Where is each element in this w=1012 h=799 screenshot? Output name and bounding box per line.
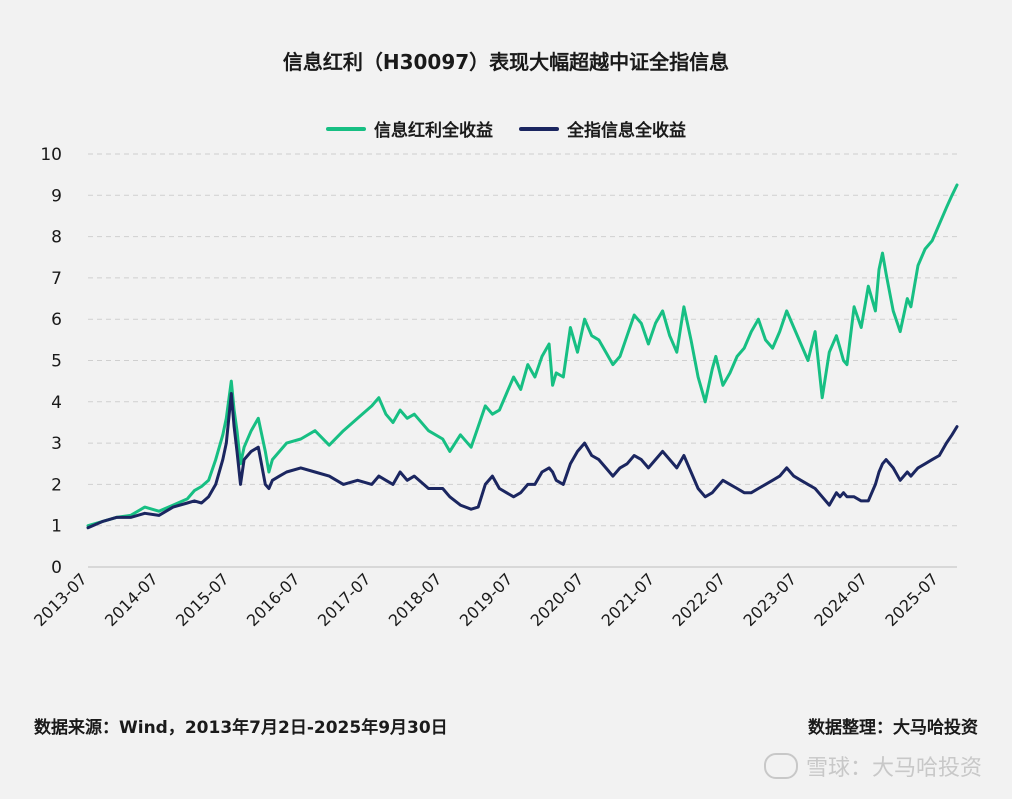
x-tick-label: 2024-07 — [810, 569, 871, 630]
x-tick-label: 2014-07 — [101, 569, 162, 630]
x-tick-label: 2025-07 — [881, 569, 942, 630]
y-tick-label: 8 — [51, 228, 62, 248]
y-tick-label: 9 — [51, 186, 62, 206]
x-tick-label: 2022-07 — [669, 569, 730, 630]
y-tick-label: 1 — [51, 517, 62, 537]
legend-item-series2: 全指信息全收益 — [519, 116, 686, 141]
y-tick-label: 2 — [51, 475, 62, 495]
data-source-note: 数据来源：Wind，2013年7月2日-2025年9月30日 — [34, 718, 448, 738]
x-tick-label: 2013-07 — [30, 569, 91, 630]
x-tick-label: 2015-07 — [172, 569, 233, 630]
y-tick-label: 10 — [40, 145, 62, 165]
legend-item-series1: 信息红利全收益 — [326, 116, 493, 141]
y-tick-label: 5 — [51, 352, 62, 372]
x-tick-label: 2021-07 — [598, 569, 659, 630]
legend-label-series2: 全指信息全收益 — [567, 121, 686, 141]
series-line-1 — [86, 183, 959, 528]
x-tick-label: 2017-07 — [314, 569, 375, 630]
y-tick-label: 3 — [51, 434, 62, 454]
data-compiled-by-note: 数据整理：大马哈投资 — [808, 718, 978, 738]
legend-swatch-series2 — [519, 126, 559, 131]
y-tick-label: 7 — [51, 269, 62, 289]
x-tick-label: 2016-07 — [243, 569, 304, 630]
watermark-text: 雪球：大马哈投资 — [805, 756, 982, 781]
chart-title: 信息红利（H30097）表现大幅超越中证全指信息 — [282, 50, 730, 74]
y-tick-label: 0 — [51, 558, 62, 578]
xueqiu-logo-icon — [763, 753, 798, 779]
watermark: 雪球：大马哈投资 — [763, 750, 982, 782]
series-line-2 — [86, 392, 959, 530]
x-tick-label: 2023-07 — [740, 569, 801, 630]
legend-swatch-series1 — [326, 126, 366, 131]
x-tick-label: 2018-07 — [385, 569, 446, 630]
x-tick-label: 2019-07 — [456, 569, 517, 630]
legend-label-series1: 信息红利全收益 — [374, 121, 493, 141]
y-tick-label: 4 — [51, 393, 62, 413]
line-chart: 0 1 2 3 4 5 6 7 8 9 10 2013-07 2014-07 2015-07 2016-07… — [30, 145, 959, 630]
x-tick-label: 2020-07 — [527, 569, 588, 630]
chart-legend: 信息红利全收益 全指信息全收益 — [0, 116, 1012, 141]
y-tick-label: 6 — [51, 310, 62, 330]
